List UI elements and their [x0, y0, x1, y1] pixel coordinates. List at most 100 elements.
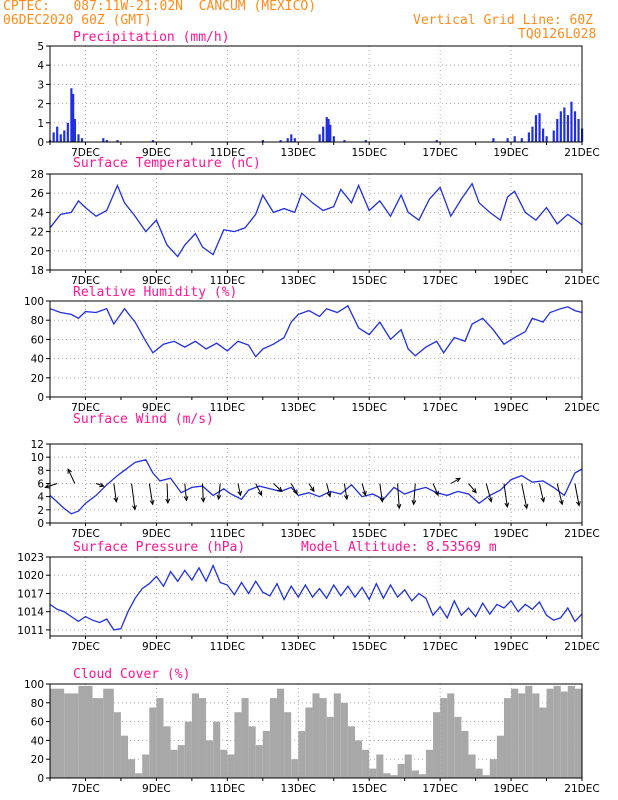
precip-bar: [105, 140, 108, 142]
y-tick-label: 60: [31, 717, 44, 729]
precip-bar: [279, 140, 282, 142]
wind-arrow: [67, 468, 76, 484]
cloud-bar: [50, 688, 65, 778]
cloud-bar: [383, 773, 391, 778]
y-tick-label: 28: [31, 169, 44, 181]
cloud-bar: [447, 693, 455, 778]
wind-arrowhead: [504, 502, 510, 509]
x-tick-label: 13DEC: [281, 528, 316, 540]
x-tick-label: 17DEC: [422, 528, 457, 540]
precip-bar: [151, 140, 155, 142]
y-tick-label: 0: [37, 137, 44, 149]
y-tick-label: 0: [37, 518, 44, 530]
precip-bar: [332, 136, 335, 142]
cloud-bar: [241, 698, 249, 778]
y-tick-label: 22: [31, 227, 44, 239]
precip-bar: [73, 118, 77, 142]
y-tick-label: 8: [37, 465, 44, 477]
wind-arrow: [538, 483, 545, 502]
x-tick-label: 11DEC: [210, 641, 245, 653]
precip-bar: [80, 138, 84, 142]
pressure-title: Surface Pressure (hPa): [73, 540, 245, 555]
x-tick-label: 7DEC: [71, 402, 100, 414]
wind-arrowhead: [132, 505, 137, 511]
precip-bar: [506, 138, 509, 142]
x-tick-label: 15DEC: [351, 147, 386, 159]
forecast-date: 06DEC2020 60Z (GMT): [3, 13, 152, 28]
wind-arrow: [574, 483, 580, 506]
wind-arrow: [148, 483, 154, 505]
y-tick-label: 18: [31, 265, 44, 277]
wind-arrowhead: [362, 490, 367, 497]
precip-bar: [513, 136, 516, 142]
x-tick-label: 19DEC: [493, 275, 528, 287]
precip-bar: [527, 132, 530, 142]
wind-arrowhead: [99, 482, 105, 488]
cloud-bar: [468, 754, 476, 778]
cloud-bar: [454, 716, 462, 778]
cloud-bar: [574, 688, 582, 778]
x-tick-label: 11DEC: [210, 402, 245, 414]
cloud-bar: [397, 763, 405, 778]
wind-arrow: [556, 483, 563, 505]
cloud-bar: [213, 721, 221, 778]
precip-bar: [52, 132, 55, 142]
precip-bar: [343, 140, 346, 142]
wind-arrow: [95, 483, 104, 487]
x-tick-label: 19DEC: [493, 528, 528, 540]
precip-bar: [318, 134, 321, 142]
x-tick-label: 21DEC: [564, 402, 599, 414]
cloud-bar: [418, 774, 426, 778]
precip-bar: [531, 126, 534, 142]
humidity-line: [49, 304, 583, 358]
y-tick-label: 1011: [17, 625, 44, 637]
cloud-bar: [177, 745, 185, 778]
y-tick-label: 2: [37, 99, 44, 111]
cloud-bar: [461, 731, 469, 778]
precip-bar: [534, 115, 538, 142]
x-tick-label: 17DEC: [422, 641, 457, 653]
temperature-frame: [49, 173, 583, 271]
wind-line: [49, 459, 583, 515]
x-tick-label: 21DEC: [564, 147, 599, 159]
precip-bar: [59, 134, 62, 142]
cloud-bar: [234, 712, 242, 778]
x-tick-label: 7DEC: [71, 641, 100, 653]
x-tick-label: 9DEC: [142, 528, 171, 540]
precip-bar: [70, 88, 73, 142]
cloud-bar: [206, 740, 214, 778]
precip-bar: [293, 138, 296, 142]
cloud-bar: [262, 731, 270, 778]
wind-arrow: [218, 483, 221, 500]
y-tick-label: 24: [31, 207, 45, 219]
precip-bar: [573, 111, 577, 142]
precip-bar: [541, 128, 545, 142]
precip-bar: [102, 138, 105, 142]
cloud-bar: [269, 698, 277, 778]
cloud-bar: [298, 731, 306, 778]
cloud-bar: [319, 698, 327, 778]
wind-arrow: [202, 483, 204, 502]
precip-bar: [290, 134, 293, 142]
x-tick-label: 7DEC: [71, 147, 100, 159]
cloud-bar: [128, 759, 136, 778]
cloud-bar: [390, 775, 398, 778]
y-tick-label: 26: [31, 188, 45, 200]
station-title: CPTEC: 087:11W-21:02N CANCUM (MEXICO): [3, 0, 317, 14]
wind-arrowhead: [455, 477, 462, 483]
wind-arrowhead: [165, 498, 171, 505]
y-tick-label: 12: [31, 439, 44, 451]
cloud-bar: [489, 759, 497, 778]
y-tick-label: 3: [37, 79, 44, 91]
precip-bar: [329, 124, 332, 142]
cloud-bar: [255, 745, 263, 778]
wind-arrow: [521, 483, 528, 509]
wind-arrowhead: [200, 497, 206, 503]
wind-arrow: [397, 483, 400, 509]
precipitation-title: Precipitation (mm/h): [73, 30, 230, 45]
precip-bar: [492, 138, 495, 142]
y-tick-label: 80: [31, 698, 44, 710]
cloud-bar: [149, 707, 157, 778]
wind-arrow: [413, 483, 416, 505]
